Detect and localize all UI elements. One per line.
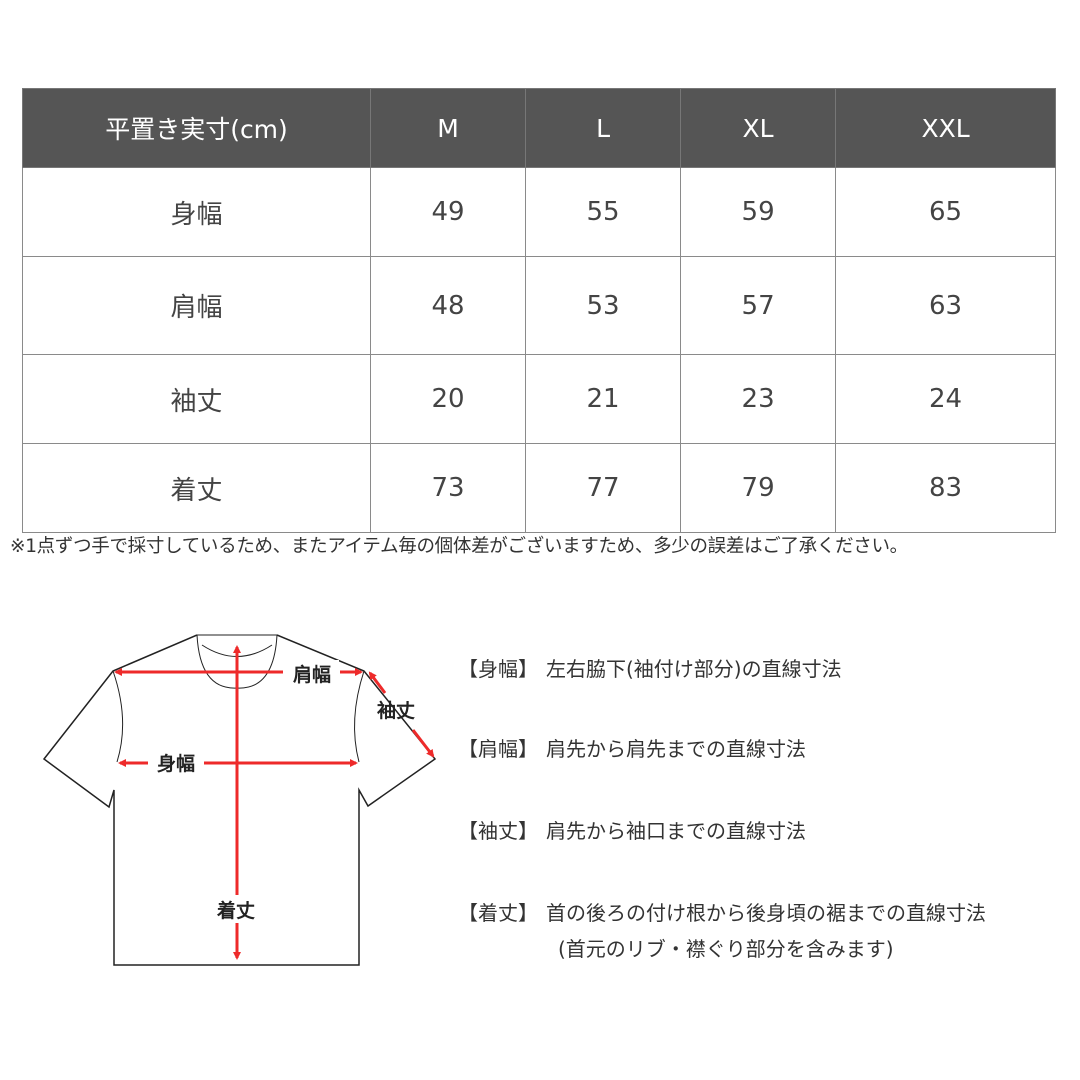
sleeve-arrow-bottom xyxy=(411,729,435,758)
header-cell: 平置き実寸(cm) xyxy=(22,88,371,168)
cell: 49 xyxy=(369,167,527,257)
cell: 23 xyxy=(680,354,837,444)
legend-key: 【肩幅】 xyxy=(458,737,538,761)
cell: 73 xyxy=(369,443,527,533)
legend-text: 首の後ろの付け根から後身頃の裾までの直線寸法 xyxy=(546,901,986,925)
cell: 48 xyxy=(369,256,527,355)
row-label: 着丈 xyxy=(22,443,371,533)
row-label: 身幅 xyxy=(22,167,371,257)
legend-key: 【身幅】 xyxy=(458,657,538,681)
legend-text: 左右脇下(袖付け部分)の直線寸法 xyxy=(546,657,842,681)
header-cell: XXL xyxy=(835,88,1056,168)
size-table: 平置き実寸(cm) M L XL XXL 身幅 49 55 59 65 肩幅 4… xyxy=(22,88,1056,533)
table-row: 身幅 49 55 59 65 xyxy=(22,167,1056,257)
header-cell: XL xyxy=(680,88,837,168)
legend-text: 肩先から袖口までの直線寸法 xyxy=(546,819,806,843)
sleeve-arrow-top xyxy=(368,671,387,694)
diagram-label-shoulder: 肩幅 xyxy=(293,663,331,686)
legend-item: 【着丈】 首の後ろの付け根から後身頃の裾までの直線寸法 xyxy=(458,897,986,926)
diagram-label-length: 着丈 xyxy=(217,899,255,922)
cell: 59 xyxy=(680,167,837,257)
diagram-label-width: 身幅 xyxy=(157,752,195,775)
cell: 83 xyxy=(835,443,1056,533)
legend-key: 【袖丈】 xyxy=(458,819,538,843)
cell: 65 xyxy=(835,167,1056,257)
measurement-note: ※1点ずつ手で採寸しているため、またアイテム毎の個体差がございますため、多少の誤… xyxy=(10,536,908,557)
cell: 53 xyxy=(525,256,682,355)
legend-item: 【肩幅】 肩先から肩先までの直線寸法 xyxy=(458,733,806,762)
row-label: 肩幅 xyxy=(22,256,371,355)
legend-item: 【身幅】 左右脇下(袖付け部分)の直線寸法 xyxy=(458,653,842,682)
cell: 63 xyxy=(835,256,1056,355)
legend-subtext: (首元のリブ・襟ぐり部分を含みます) xyxy=(558,937,894,961)
cell: 20 xyxy=(369,354,527,444)
legend-item: 【袖丈】 肩先から袖口までの直線寸法 xyxy=(458,815,806,844)
cell: 79 xyxy=(680,443,837,533)
legend-key: 【着丈】 xyxy=(458,901,538,925)
table-row: 肩幅 48 53 57 63 xyxy=(22,256,1056,355)
table-row: 着丈 73 77 79 83 xyxy=(22,443,1056,533)
table-header: 平置き実寸(cm) M L XL XXL xyxy=(22,88,1056,168)
legend-text: 肩先から肩先までの直線寸法 xyxy=(546,737,806,761)
cell: 55 xyxy=(525,167,682,257)
diagram-label-sleeve: 袖丈 xyxy=(377,699,415,722)
